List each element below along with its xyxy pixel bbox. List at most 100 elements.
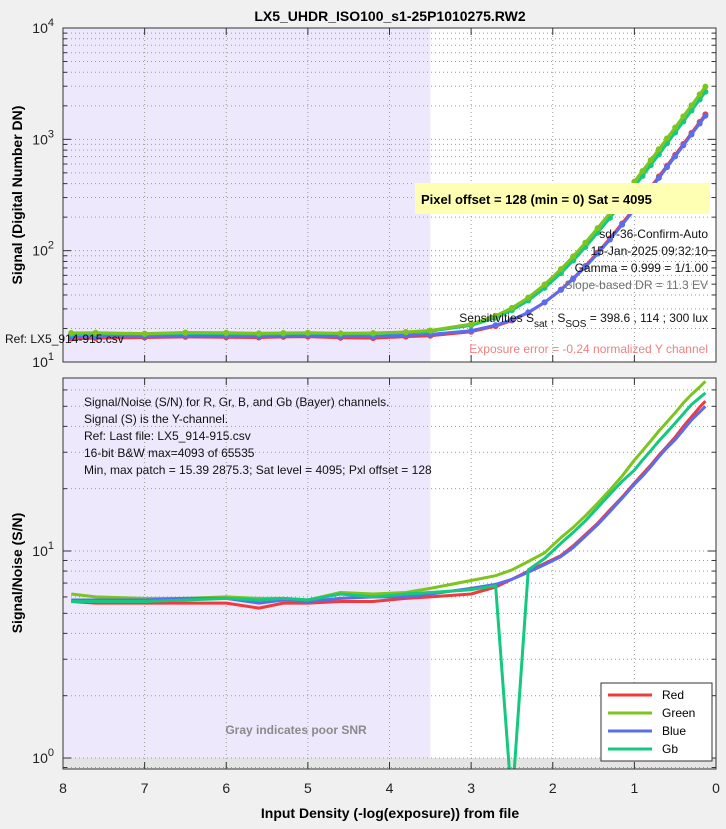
- data-point-green: [647, 157, 654, 164]
- snr-note-line: Signal/Noise (S/N) for R, Gr, B, and Gb …: [84, 395, 389, 409]
- tick-exponent: 4: [48, 17, 54, 29]
- poor-snr-note: Gray indicates poor SNR: [225, 723, 367, 737]
- signal-annotations: Pixel offset = 128 (min = 0) Sat = 4095 …: [5, 183, 710, 356]
- data-point-green: [570, 253, 577, 260]
- data-point-green: [664, 135, 671, 142]
- slope-dr-note: Slope-based DR = 11.3 EV: [564, 278, 708, 292]
- y-axis-label-signal: Signal (Digital Number DN): [9, 106, 25, 285]
- pixel-offset-text: Pixel offset = 128 (min = 0) Sat = 4095: [421, 192, 652, 207]
- data-point-blue: [492, 322, 499, 329]
- data-point-green: [223, 329, 230, 336]
- data-point-green: [655, 146, 662, 153]
- data-point-green: [427, 327, 434, 334]
- y-tick-label: 101: [32, 540, 54, 559]
- data-point-blue: [606, 236, 613, 243]
- ref-note: Ref: LX5_914-915.csv: [5, 332, 124, 346]
- tick-exponent: 0: [48, 747, 54, 759]
- tick-exponent: 2: [48, 240, 54, 252]
- data-point-green: [68, 330, 75, 337]
- sens-values: = 398.6 , 114 ; 300 lux: [586, 311, 708, 325]
- tick-base: 10: [32, 750, 48, 766]
- sensitivities-note: Sensitivities Ssat , SSOS = 398.6 , 114 …: [459, 311, 708, 330]
- data-point-blue: [508, 316, 515, 323]
- series-line-blue: [71, 405, 707, 605]
- data-point-green: [594, 225, 601, 232]
- plot-frame: [62, 377, 717, 770]
- data-point-blue: [582, 263, 589, 270]
- poor-snr-region: [63, 378, 431, 769]
- data-point-green: [304, 329, 311, 336]
- snr-note-line: Signal (S) is the Y-channel.: [84, 412, 228, 426]
- data-point-green: [280, 330, 287, 337]
- data-point-blue: [541, 299, 548, 306]
- snr-note-line: Min, max patch = 15.39 2875.3; Sat level…: [84, 463, 432, 477]
- data-point-green: [680, 113, 687, 120]
- data-point-green: [639, 167, 646, 174]
- x-tick-label: 4: [386, 780, 394, 796]
- tick-base: 10: [32, 243, 48, 259]
- data-point-blue: [688, 131, 695, 138]
- data-point-blue: [557, 286, 564, 293]
- chart-name-note: sdr-36-Confirm-Auto: [599, 227, 708, 241]
- data-point-green: [672, 124, 679, 131]
- data-point-green: [557, 266, 564, 273]
- snr-note-line: Ref: Last file: LX5_914-915.csv: [84, 429, 251, 443]
- sens-sub-sat: sat: [534, 319, 548, 330]
- data-point-green: [255, 330, 262, 337]
- data-point-blue: [525, 309, 532, 316]
- poor-snr-region: [63, 28, 431, 362]
- data-point-green: [696, 91, 703, 98]
- data-point-green: [337, 330, 344, 337]
- pixel-offset-box: [415, 183, 710, 214]
- legend: Red Green Blue Gb: [600, 682, 713, 762]
- data-point-blue: [680, 142, 687, 149]
- x-tick-label: 0: [712, 780, 720, 796]
- sens-sub-sos: SOS: [565, 319, 586, 330]
- x-axis-label: Input Density (-log(exposure)) from file: [261, 805, 519, 821]
- data-point-green: [182, 329, 189, 336]
- data-point-blue: [619, 221, 626, 228]
- tick-base: 10: [32, 543, 48, 559]
- data-point-green: [402, 328, 409, 335]
- data-point-blue: [655, 174, 662, 181]
- tick-exponent: 1: [48, 351, 54, 363]
- series-group: [71, 380, 707, 769]
- sens-prefix: Sensitivities S: [459, 311, 534, 325]
- data-point-blue: [696, 120, 703, 127]
- x-tick-label: 8: [59, 780, 67, 796]
- exposure-error-note: Exposure error = -0.24 normalized Y chan…: [469, 342, 708, 356]
- datetime-note: 15-Jan-2025 09:32:10: [591, 244, 709, 258]
- gamma-note: Gamma = 0.999 = 1/1.00: [575, 261, 709, 275]
- series-line-gb: [71, 391, 707, 769]
- y-tick-label: 104: [32, 17, 54, 36]
- data-point-blue: [664, 164, 671, 171]
- y-tick-label: 103: [32, 128, 54, 147]
- y-axis-label-snr: Signal/Noise (S/N): [9, 513, 25, 634]
- chart-title: LX5_UHDR_ISO100_s1-25P1010275.RW2: [254, 8, 526, 24]
- tick-base: 10: [32, 20, 48, 36]
- snr-annotations: Signal/Noise (S/N) for R, Gr, B, and Gb …: [84, 395, 432, 737]
- tick-base: 10: [32, 354, 48, 370]
- legend-label: Blue: [662, 724, 686, 738]
- data-point-green: [702, 83, 709, 90]
- data-point-green: [141, 330, 148, 337]
- data-point-blue: [570, 276, 577, 283]
- data-point-green: [525, 294, 532, 301]
- tick-exponent: 3: [48, 128, 54, 140]
- tick-exponent: 1: [48, 540, 54, 552]
- data-point-blue: [594, 250, 601, 257]
- plot-frame: [62, 27, 717, 363]
- legend-label: Gb: [662, 742, 678, 756]
- data-point-green: [370, 330, 377, 337]
- legend-label: Green: [662, 706, 695, 720]
- x-tick-label: 6: [222, 780, 230, 796]
- data-point-blue: [672, 153, 679, 160]
- data-point-blue: [702, 112, 709, 119]
- data-point-green: [582, 239, 589, 246]
- y-tick-label: 100: [32, 747, 54, 766]
- snr-note-line: 16-bit B&W max=4093 of 65535: [84, 446, 255, 460]
- y-tick-label: 101: [32, 351, 54, 370]
- data-point-green: [508, 304, 515, 311]
